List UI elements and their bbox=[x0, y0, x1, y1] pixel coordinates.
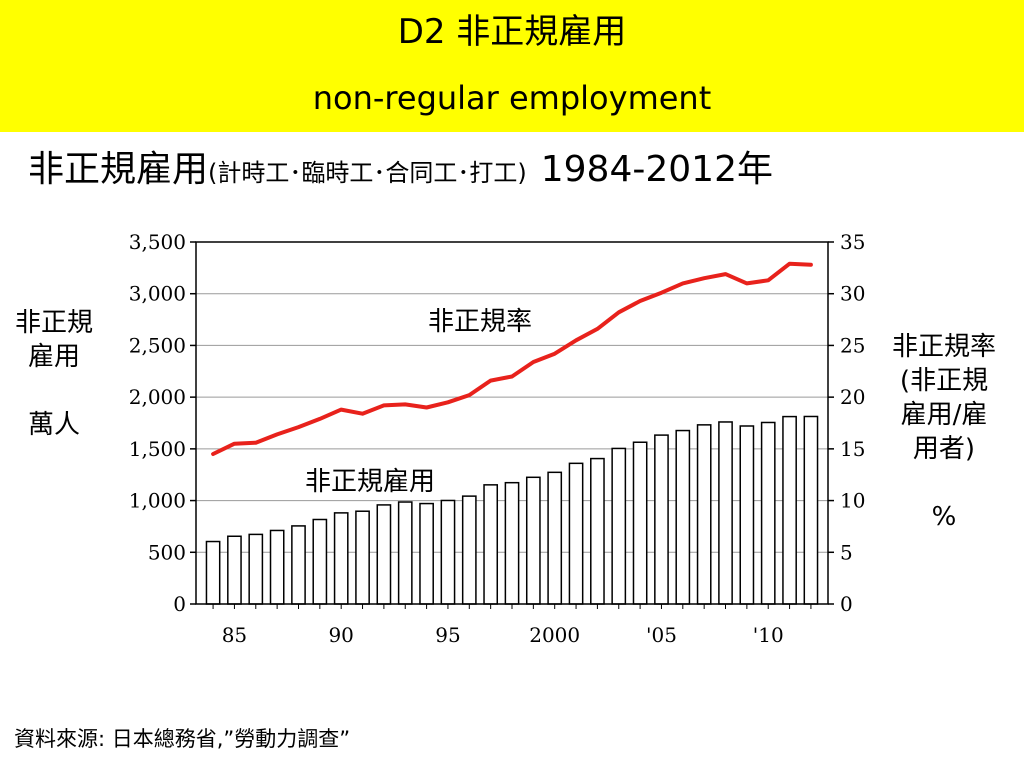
axis-labels: 0 500 1,000 1,500 2,000 2,500 3,000 3,500 0 5 10 15… bbox=[129, 230, 866, 647]
left-axis-title-line2: 雇用 bbox=[27, 342, 80, 372]
bar bbox=[739, 425, 755, 605]
bar bbox=[611, 447, 627, 605]
right-axis-title-line4: 用者) bbox=[912, 434, 976, 464]
bar bbox=[782, 415, 797, 605]
subtitle-main: 非正規雇用 bbox=[28, 149, 209, 190]
bar bbox=[547, 471, 563, 605]
bar bbox=[803, 415, 819, 605]
right-tick-label: 20 bbox=[840, 385, 865, 409]
bar-series-label: 非正規雇用 bbox=[305, 467, 435, 497]
bar bbox=[227, 535, 242, 605]
bar bbox=[333, 512, 349, 605]
x-tick-label: 95 bbox=[435, 623, 460, 647]
bar bbox=[568, 462, 584, 605]
bar bbox=[312, 518, 328, 605]
bar-series bbox=[205, 415, 819, 605]
header-banner: D2 非正規雇用 non-regular employment bbox=[0, 0, 1024, 132]
bar bbox=[461, 495, 477, 605]
bar bbox=[654, 434, 669, 605]
bar bbox=[696, 424, 712, 605]
data-source: 資料來源: 日本總務省,”勞動力調查” bbox=[14, 727, 351, 751]
line-series bbox=[211, 261, 813, 456]
x-tick-label: '05 bbox=[646, 623, 677, 647]
bar bbox=[269, 529, 285, 605]
subtitle-paren: (計時工･臨時工･合同工･打工) bbox=[208, 159, 527, 187]
slide-title: D2 非正規雇用 bbox=[397, 12, 627, 52]
x-tick-label: 2000 bbox=[529, 623, 580, 647]
bar bbox=[205, 540, 221, 605]
bar bbox=[760, 421, 776, 605]
bar bbox=[291, 525, 306, 605]
right-tick-label: 35 bbox=[840, 230, 865, 254]
bar bbox=[397, 501, 413, 605]
bar bbox=[440, 499, 456, 605]
right-tick-label: 10 bbox=[840, 489, 865, 513]
left-tick-label: 3,000 bbox=[129, 282, 186, 306]
left-tick-label: 1,500 bbox=[129, 437, 186, 461]
bar bbox=[355, 510, 370, 605]
right-axis-title: 非正規率 (非正規 雇用/雇 用者) % bbox=[866, 330, 1022, 534]
left-tick-label: 0 bbox=[173, 592, 186, 616]
chart-subtitle: 非正規雇用(計時工･臨時工･合同工･打工) 1984-2012年 bbox=[28, 148, 773, 195]
axes bbox=[190, 241, 834, 609]
subtitle-range: 1984-2012年 bbox=[540, 149, 773, 190]
right-axis-unit: % bbox=[931, 502, 957, 532]
left-tick-label: 3,500 bbox=[129, 230, 186, 254]
x-tick-label: 90 bbox=[328, 623, 353, 647]
right-tick-label: 30 bbox=[840, 282, 865, 306]
left-tick-label: 1,000 bbox=[129, 489, 186, 513]
right-tick-label: 25 bbox=[840, 333, 865, 357]
bar bbox=[376, 504, 392, 605]
x-tick-label: '10 bbox=[753, 623, 784, 647]
right-tick-label: 15 bbox=[840, 437, 865, 461]
bar bbox=[632, 441, 648, 605]
left-axis-title: 非正規 雇用 萬人 bbox=[4, 306, 104, 442]
right-tick-label: 0 bbox=[840, 592, 853, 616]
right-axis-title-line3: 雇用/雇 bbox=[900, 400, 988, 430]
x-tick-label: 85 bbox=[222, 623, 247, 647]
line-series-label: 非正規率 bbox=[428, 307, 532, 337]
bar bbox=[483, 484, 499, 605]
right-axis-title-line2: (非正規 bbox=[899, 366, 989, 396]
bar bbox=[419, 502, 434, 605]
right-axis-title-line1: 非正規率 bbox=[891, 332, 996, 362]
right-tick-label: 5 bbox=[840, 540, 853, 564]
left-axis-unit: 萬人 bbox=[27, 410, 80, 440]
rate-line bbox=[211, 261, 813, 456]
left-tick-label: 2,000 bbox=[129, 385, 186, 409]
slide-title-english: non-regular employment bbox=[312, 79, 712, 117]
left-tick-label: 500 bbox=[148, 540, 186, 564]
left-axis-title-line1: 非正規 bbox=[14, 308, 93, 338]
bar bbox=[248, 533, 264, 605]
bar bbox=[718, 421, 733, 605]
left-tick-label: 2,500 bbox=[129, 333, 186, 357]
bar bbox=[590, 457, 605, 605]
bar bbox=[675, 429, 691, 605]
bar bbox=[504, 481, 520, 605]
bar bbox=[525, 476, 541, 605]
